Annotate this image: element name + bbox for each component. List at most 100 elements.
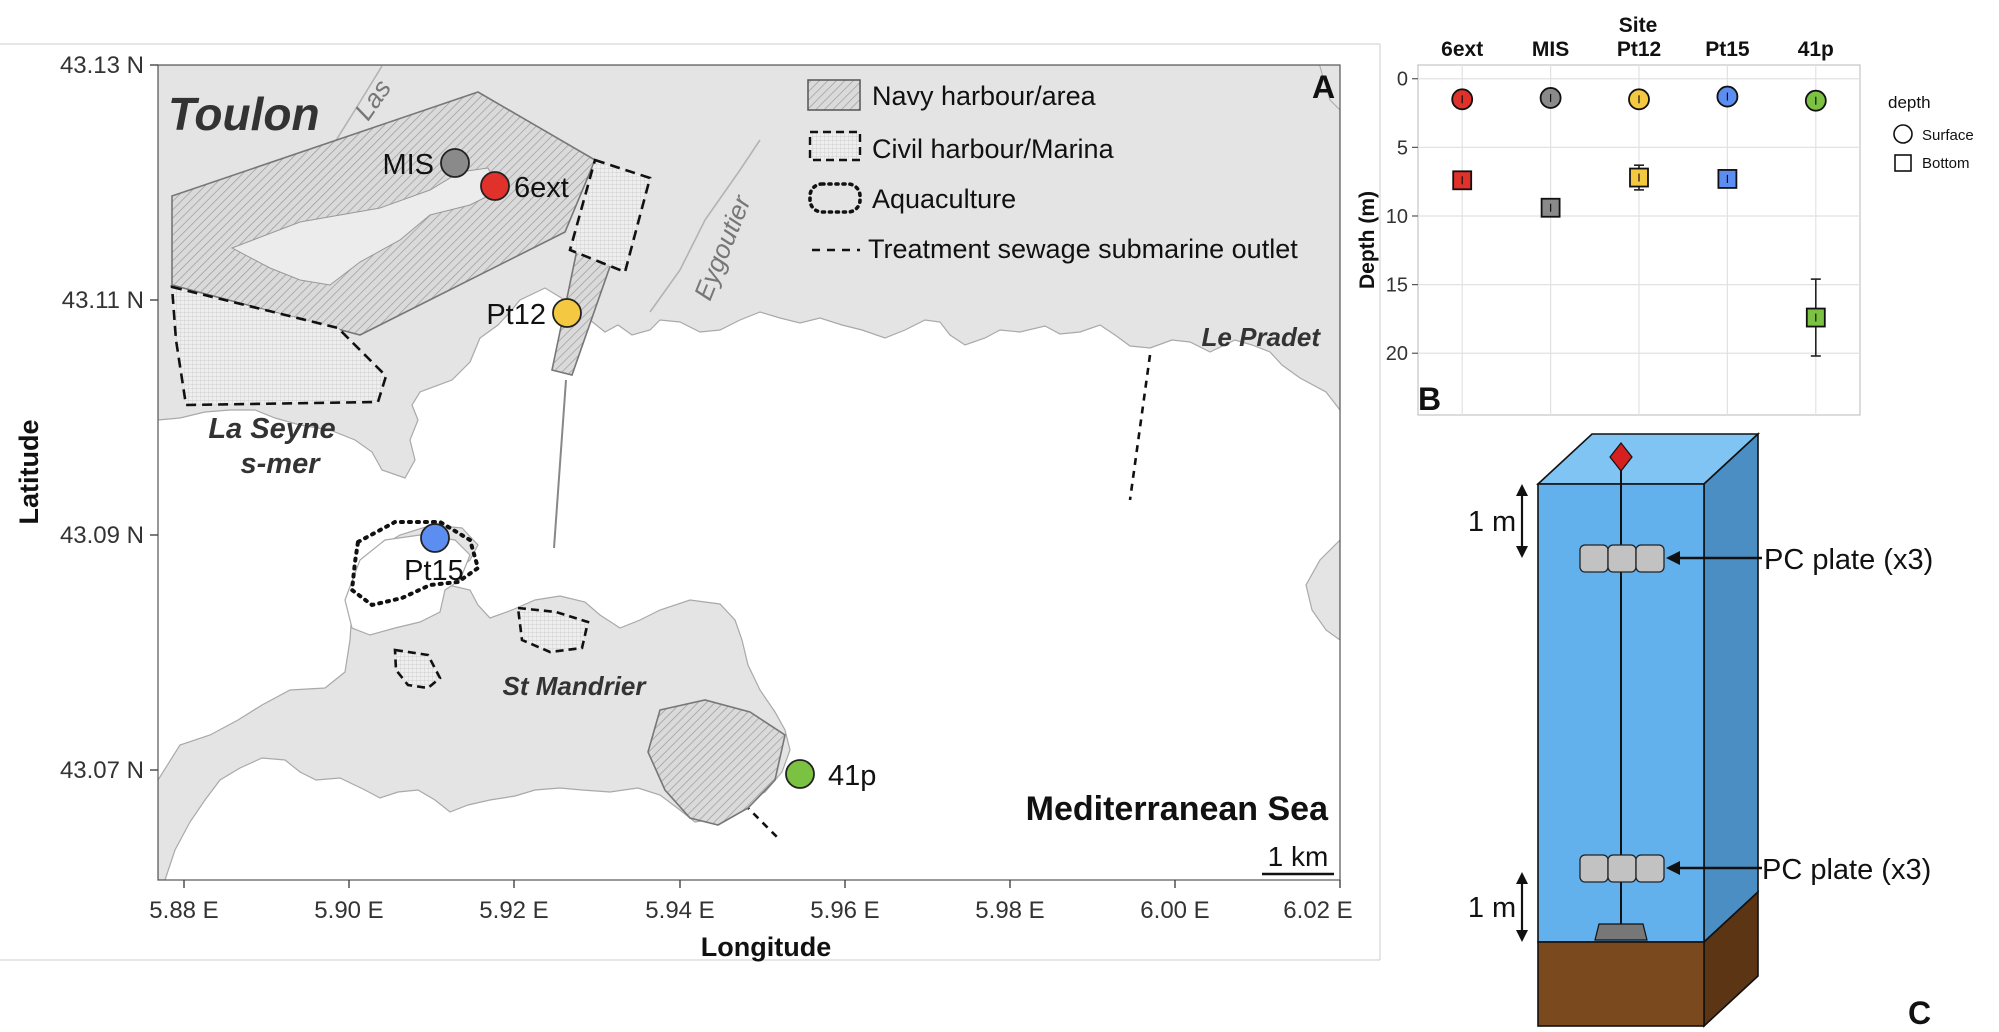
x-tick-label: 5.90 E <box>314 897 383 924</box>
chart-y-tick-label: 5 <box>1397 137 1408 159</box>
site-label: MIS <box>382 149 434 181</box>
pc-plate <box>1579 544 1609 573</box>
site-6ext: 6ext <box>480 171 569 204</box>
water-column-side <box>1703 432 1759 944</box>
breakwater <box>553 379 567 549</box>
chart-y-tick-label: 20 <box>1386 343 1408 365</box>
outlet-st-mandrier <box>734 794 779 839</box>
y-tick-label: 43.07 N <box>60 757 144 784</box>
legend-label-surface: Surface <box>1922 127 1974 144</box>
chart-y-tick-label: 0 <box>1397 69 1408 91</box>
x-tick-label: 6.02 E <box>1283 897 1352 924</box>
y-tick-label: 43.13 N <box>60 52 144 79</box>
dim-label-top: 1 m <box>1468 506 1516 538</box>
site-marker <box>440 148 470 178</box>
site-marker <box>420 523 450 553</box>
chart-y-tick-label: 15 <box>1386 275 1408 297</box>
chart-categories: 6ext MIS Pt12 Pt15 41p <box>1441 38 1834 61</box>
legend-swatch-navy <box>807 79 861 111</box>
anchor-weight <box>1594 923 1648 941</box>
pc-plate <box>1635 854 1665 883</box>
site-pt12: Pt12 <box>486 298 582 331</box>
chart-category-label: 41p <box>1798 38 1834 61</box>
outlet-le-pradet <box>1128 354 1152 501</box>
chart-y-axis-title: Depth (m) <box>1356 191 1379 289</box>
site-label: Pt15 <box>404 555 464 587</box>
panel-label-b: B <box>1418 381 1441 417</box>
y-axis-title: Latitude <box>14 420 44 525</box>
chart-y-ticks: 0 5 10 15 20 <box>1386 69 1418 365</box>
map-y-axis: 43.13 N 43.11 N 43.09 N 43.07 N Latitude <box>14 52 158 784</box>
pc-plate <box>1607 544 1637 573</box>
dim-label-bottom: 1 m <box>1468 892 1516 924</box>
x-tick-label: 5.94 E <box>645 897 714 924</box>
plate-label-bottom: PC plate (x3) <box>1762 854 1931 886</box>
dim-arrow-up-icon <box>1516 872 1528 884</box>
aquaculture-zone <box>349 520 481 608</box>
site-label: 6ext <box>514 172 569 204</box>
arrow-head-icon <box>1666 551 1680 565</box>
chart-category-label: Pt15 <box>1705 38 1750 61</box>
panel-label-a: A <box>1312 69 1335 105</box>
site-mis: MIS <box>382 148 470 181</box>
site-41p: 41p <box>785 759 876 792</box>
pc-plate <box>1635 544 1665 573</box>
legend-swatch-aquaculture <box>808 182 862 214</box>
legend-title: depth <box>1888 93 1931 112</box>
x-tick-label: 5.98 E <box>975 897 1044 924</box>
site-marker <box>552 298 582 328</box>
chart-marks <box>1451 85 1827 357</box>
site-label: Pt12 <box>486 299 546 331</box>
dim-arrow-down-icon <box>1516 546 1528 558</box>
x-axis-title: Longitude <box>701 932 831 962</box>
map-x-axis: 5.88 E 5.90 E 5.92 E 5.94 E 5.96 E 5.98 … <box>149 880 1353 962</box>
site-label: 41p <box>828 760 876 792</box>
legend-label-navy: Navy harbour/area <box>872 81 1097 111</box>
inlet-sea <box>344 534 471 636</box>
navy-area-st-mandrier <box>647 699 786 826</box>
place-st-mandrier: St Mandrier <box>502 671 647 701</box>
civil-marina-small-2 <box>516 606 590 654</box>
chart-category-label: 6ext <box>1441 38 1483 61</box>
x-tick-label: 5.96 E <box>810 897 879 924</box>
legend-label-outlet: Treatment sewage submarine outlet <box>868 234 1298 264</box>
legend-label-civil: Civil harbour/Marina <box>872 134 1115 164</box>
site-pt15: Pt15 <box>404 523 464 587</box>
panel-label-c: C <box>1908 995 1931 1031</box>
chart-category-label: MIS <box>1532 38 1569 61</box>
dim-arrow-up-icon <box>1516 484 1528 496</box>
place-la-seyne-sub: s-mer <box>241 448 322 480</box>
civil-marina-small-1 <box>393 648 442 690</box>
chart-category-label: Pt12 <box>1617 38 1661 61</box>
depth-chart: 0 5 10 15 20 6ext MIS Pt12 Pt15 41p Site Depth (… <box>1356 14 1974 417</box>
land-east <box>1305 539 1340 641</box>
map-panel: 5.88 E 5.90 E 5.92 E 5.94 E 5.96 E 5.98 … <box>0 43 1381 962</box>
civil-harbour-la-seyne <box>170 285 388 407</box>
y-tick-label: 43.09 N <box>60 522 144 549</box>
scale-bar-label: 1 km <box>1268 841 1329 872</box>
sediment-front <box>1537 941 1705 1027</box>
navy-basin <box>230 167 501 286</box>
site-marker <box>480 171 510 201</box>
chart-y-tick-label: 10 <box>1386 206 1408 228</box>
chart-top-axis-title: Site <box>1619 14 1658 37</box>
pc-plate <box>1607 854 1637 883</box>
x-tick-label: 5.88 E <box>149 897 218 924</box>
land-islet <box>1318 65 1340 111</box>
arrow-head-icon <box>1666 861 1680 875</box>
x-tick-label: 6.00 E <box>1140 897 1209 924</box>
legend-label-aquaculture: Aquaculture <box>872 184 1016 214</box>
site-marker <box>785 759 815 789</box>
legend-circle-marker <box>1893 124 1913 144</box>
river-eygoutier <box>649 139 761 313</box>
legend-label-bottom: Bottom <box>1922 155 1970 172</box>
place-la-seyne: La Seyne <box>208 413 335 445</box>
pc-plate <box>1579 854 1609 883</box>
plate-group-top <box>1579 544 1665 573</box>
plate-group-bottom <box>1579 854 1665 883</box>
legend-swatch-civil <box>808 130 862 162</box>
map-frame <box>157 64 1341 881</box>
plate-label-top: PC plate (x3) <box>1764 544 1933 576</box>
civil-harbour-east <box>568 158 652 274</box>
